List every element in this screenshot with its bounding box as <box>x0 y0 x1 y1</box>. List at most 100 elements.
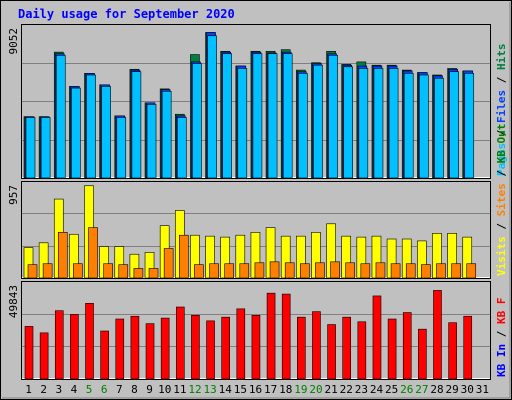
bar-sites-day-2 <box>42 263 53 279</box>
x-label-day-11: 11 <box>173 383 186 396</box>
bar-kbf-day-17 <box>266 292 276 380</box>
legend-files: Files <box>495 90 508 123</box>
bar-kbf-day-2 <box>39 332 49 380</box>
bar-sites-day-30 <box>466 263 477 279</box>
bar-kbf-day-1 <box>24 326 34 380</box>
bar-kbf-day-15 <box>236 308 246 380</box>
x-label-day-18: 18 <box>279 383 292 396</box>
x-label-day-30: 30 <box>461 383 474 396</box>
bar-kbf-day-20 <box>312 311 321 380</box>
bar-sites-day-25 <box>390 263 401 279</box>
x-label-day-15: 15 <box>234 383 247 396</box>
legend-panel-2: Visits / Sites / KB Out <box>495 124 508 276</box>
bar-kbf-day-4 <box>70 314 79 380</box>
bar-sites-day-9 <box>148 268 159 279</box>
bar-pages-day-21 <box>328 55 338 179</box>
bar-pages-day-22 <box>343 66 354 179</box>
x-label-day-2: 2 <box>40 383 47 396</box>
bar-kbf-day-6 <box>100 330 109 380</box>
x-label-day-12: 12 <box>188 383 201 396</box>
bar-pages-day-9 <box>146 104 157 179</box>
bar-pages-day-8 <box>131 71 142 179</box>
bar-kbf-day-26 <box>402 312 412 380</box>
bar-kbf-day-12 <box>191 315 200 380</box>
bar-pages-day-3 <box>55 55 66 179</box>
x-label-day-16: 16 <box>249 383 262 396</box>
legend-separator: / <box>495 123 508 143</box>
bar-pages-day-30 <box>464 73 475 179</box>
bar-sites-day-6 <box>103 263 113 279</box>
legend-separator: / <box>495 324 508 344</box>
bar-sites-day-28 <box>436 263 446 279</box>
bar-kbf-day-8 <box>130 315 140 380</box>
bar-pages-day-18 <box>282 53 293 179</box>
bar-sites-day-19 <box>300 263 310 279</box>
bar-sites-day-29 <box>451 263 461 279</box>
legend-panel-3: KB In / KB F <box>495 298 508 378</box>
bar-pages-day-6 <box>101 86 111 179</box>
bar-pages-day-7 <box>116 117 127 179</box>
bar-pages-day-19 <box>298 73 308 179</box>
bar-pages-day-23 <box>358 68 369 179</box>
x-label-day-3: 3 <box>56 383 63 396</box>
legend-panel-1: Pages / Files / Hits <box>495 44 508 177</box>
bar-kbf-day-29 <box>448 322 457 380</box>
x-label-day-24: 24 <box>370 383 384 396</box>
legend-kb-out: KB Out <box>495 124 508 164</box>
y-axis-labels: 9052 957 49843 <box>7 28 20 318</box>
bar-kbf-day-23 <box>357 321 367 380</box>
bar-pages-day-2 <box>40 117 51 179</box>
bar-kbf-day-11 <box>175 306 185 380</box>
x-label-day-19: 19 <box>294 383 307 396</box>
x-label-day-22: 22 <box>340 383 353 396</box>
chart-title: Daily usage for September 2020 <box>18 7 235 21</box>
x-label-day-14: 14 <box>219 383 233 396</box>
x-label-day-20: 20 <box>309 383 322 396</box>
bar-kbf-day-14 <box>221 316 230 380</box>
bar-pages-day-14 <box>222 53 232 179</box>
legend-separator: / <box>495 70 508 90</box>
legend-sites: Sites <box>495 183 508 216</box>
bar-sites-day-4 <box>73 263 83 279</box>
x-label-day-28: 28 <box>430 383 443 396</box>
bar-pages-day-28 <box>434 77 444 179</box>
bar-sites-day-7 <box>118 264 129 279</box>
x-label-day-10: 10 <box>158 383 171 396</box>
bar-kbf-day-9 <box>145 323 155 380</box>
bar-pages-day-17 <box>267 53 278 179</box>
bar-sites-day-13 <box>209 263 219 279</box>
legend-visits: Visits <box>495 236 508 276</box>
bar-sites-day-10 <box>163 248 174 279</box>
bar-pages-day-11 <box>176 117 187 179</box>
bar-sites-day-26 <box>405 263 416 279</box>
y-max-label-panel-3: 49843 <box>7 285 20 318</box>
bar-pages-day-10 <box>161 91 172 179</box>
bar-kbf-day-3 <box>54 310 64 380</box>
x-label-day-4: 4 <box>71 383 78 396</box>
bar-kbf-day-19 <box>297 316 306 380</box>
legend-kb-in: KB In <box>495 344 508 377</box>
bar-sites-day-27 <box>421 264 431 279</box>
legend-separator: / <box>495 216 508 236</box>
bar-sites-day-22 <box>345 262 356 279</box>
bar-sites-day-11 <box>178 234 189 279</box>
x-label-day-27: 27 <box>415 383 428 396</box>
bar-pages-day-24 <box>373 68 384 179</box>
x-label-day-23: 23 <box>355 383 368 396</box>
x-label-day-1: 1 <box>25 383 32 396</box>
x-label-day-7: 7 <box>116 383 123 396</box>
bar-kbf-day-5 <box>85 303 94 380</box>
bar-kbf-day-21 <box>327 324 336 380</box>
bar-sites-day-8 <box>133 268 144 279</box>
bar-sites-day-17 <box>269 261 280 279</box>
bar-sites-day-18 <box>284 262 295 279</box>
bar-pages-day-20 <box>313 64 323 179</box>
legend-kb-f: KB F <box>495 298 508 325</box>
y-max-label-panel-2: 957 <box>7 185 20 205</box>
x-label-day-5: 5 <box>86 383 93 396</box>
bar-kbf-day-28 <box>433 290 442 380</box>
bar-sites-day-14 <box>224 263 234 279</box>
bar-pages-day-27 <box>419 74 429 179</box>
